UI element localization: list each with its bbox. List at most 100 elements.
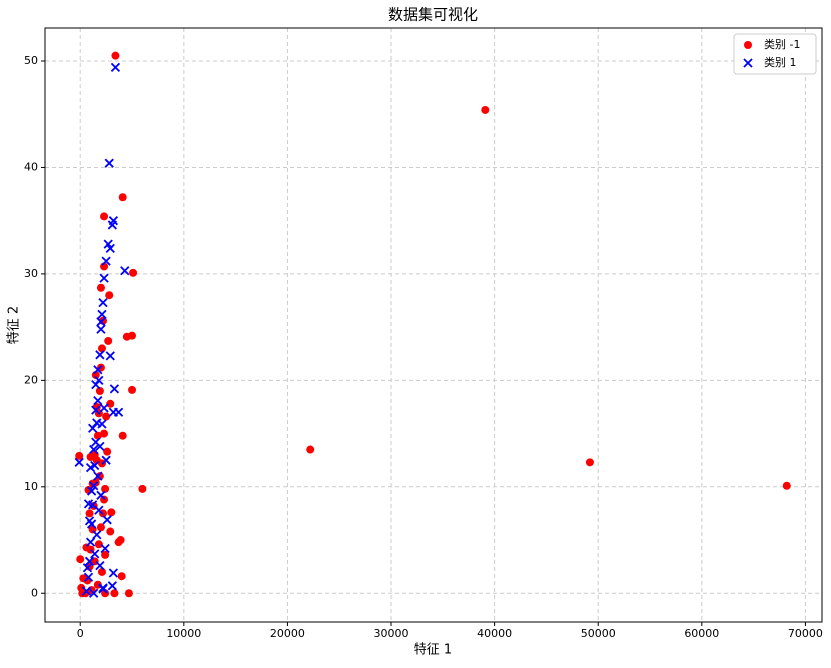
- point: [108, 407, 119, 417]
- point: [103, 447, 112, 456]
- point: [105, 243, 115, 253]
- point: [97, 419, 107, 429]
- point: [81, 586, 92, 596]
- point: [85, 463, 96, 473]
- point: [106, 399, 115, 408]
- point: [585, 458, 594, 467]
- x-tick-label: 20000: [270, 627, 305, 640]
- x-tick-label: 70000: [788, 627, 823, 640]
- point: [96, 490, 106, 500]
- point: [90, 549, 100, 559]
- point: [95, 441, 105, 451]
- point: [88, 423, 98, 433]
- point: [91, 379, 101, 390]
- point: [84, 516, 95, 526]
- point: [306, 445, 315, 454]
- point: [116, 536, 125, 545]
- point: [93, 365, 103, 375]
- point: [74, 457, 84, 467]
- point: [118, 193, 127, 202]
- point: [107, 581, 117, 591]
- point: [106, 527, 115, 536]
- point: [101, 256, 111, 266]
- point: [102, 412, 111, 421]
- x-tick-label: 40000: [477, 627, 512, 640]
- x-axis-label: 特征 1: [414, 643, 452, 658]
- point: [107, 508, 116, 517]
- point: [89, 588, 99, 598]
- point: [101, 550, 110, 559]
- point: [107, 220, 117, 230]
- point: [98, 298, 108, 308]
- point: [124, 589, 133, 598]
- point: [96, 523, 105, 532]
- point: [108, 568, 119, 578]
- point: [138, 484, 147, 493]
- point: [105, 291, 114, 300]
- point: [85, 537, 96, 547]
- point: [97, 344, 106, 353]
- point: [100, 212, 109, 221]
- point: [86, 486, 97, 496]
- point: [117, 572, 126, 581]
- point: [89, 444, 99, 455]
- point: [97, 309, 107, 319]
- point: [128, 331, 137, 340]
- y-tick-label: 0: [31, 586, 38, 599]
- y-axis-label: 特征 2: [7, 306, 22, 344]
- point: [92, 530, 102, 540]
- point: [83, 499, 94, 509]
- y-tick-label: 50: [24, 54, 38, 67]
- point: [98, 584, 108, 594]
- point: [96, 283, 105, 292]
- point: [102, 515, 112, 525]
- y-tick-label: 10: [24, 480, 38, 493]
- point: [93, 395, 103, 406]
- legend-box: [733, 33, 817, 75]
- point: [89, 481, 99, 491]
- legend-label: 类别 1: [764, 55, 797, 69]
- point: [104, 158, 114, 168]
- x-tick-label: 60000: [684, 627, 719, 640]
- legend-label: 类别 -1: [764, 37, 800, 51]
- point: [94, 540, 103, 549]
- point: [96, 317, 106, 327]
- point: [118, 431, 127, 440]
- point: [109, 384, 120, 394]
- point: [129, 268, 138, 277]
- x-tick-label: 0: [77, 627, 84, 640]
- legend-marker: [744, 41, 752, 49]
- point: [94, 505, 104, 515]
- plot-frame: [44, 27, 823, 623]
- point: [93, 471, 103, 481]
- point: [85, 509, 94, 518]
- point: [782, 481, 791, 490]
- point: [82, 563, 93, 573]
- point: [93, 431, 102, 440]
- point: [95, 387, 104, 395]
- point: [95, 472, 104, 481]
- point: [481, 105, 490, 114]
- y-tick-label: 30: [24, 267, 38, 280]
- y-tick-label: 40: [24, 160, 38, 173]
- point: [100, 543, 110, 554]
- point: [91, 405, 101, 415]
- point: [120, 266, 130, 276]
- x-tick-label: 10000: [166, 627, 201, 640]
- point: [95, 350, 105, 360]
- point: [104, 336, 113, 345]
- x-tick-label: 50000: [581, 627, 616, 640]
- point: [99, 403, 109, 413]
- point: [110, 62, 121, 73]
- point: [110, 589, 119, 598]
- point: [99, 273, 109, 283]
- point: [101, 484, 110, 493]
- point: [97, 567, 106, 576]
- point: [76, 555, 85, 564]
- x-tick-label: 30000: [374, 627, 409, 640]
- point: [96, 324, 106, 334]
- point: [100, 429, 109, 438]
- legend-marker: [743, 58, 753, 68]
